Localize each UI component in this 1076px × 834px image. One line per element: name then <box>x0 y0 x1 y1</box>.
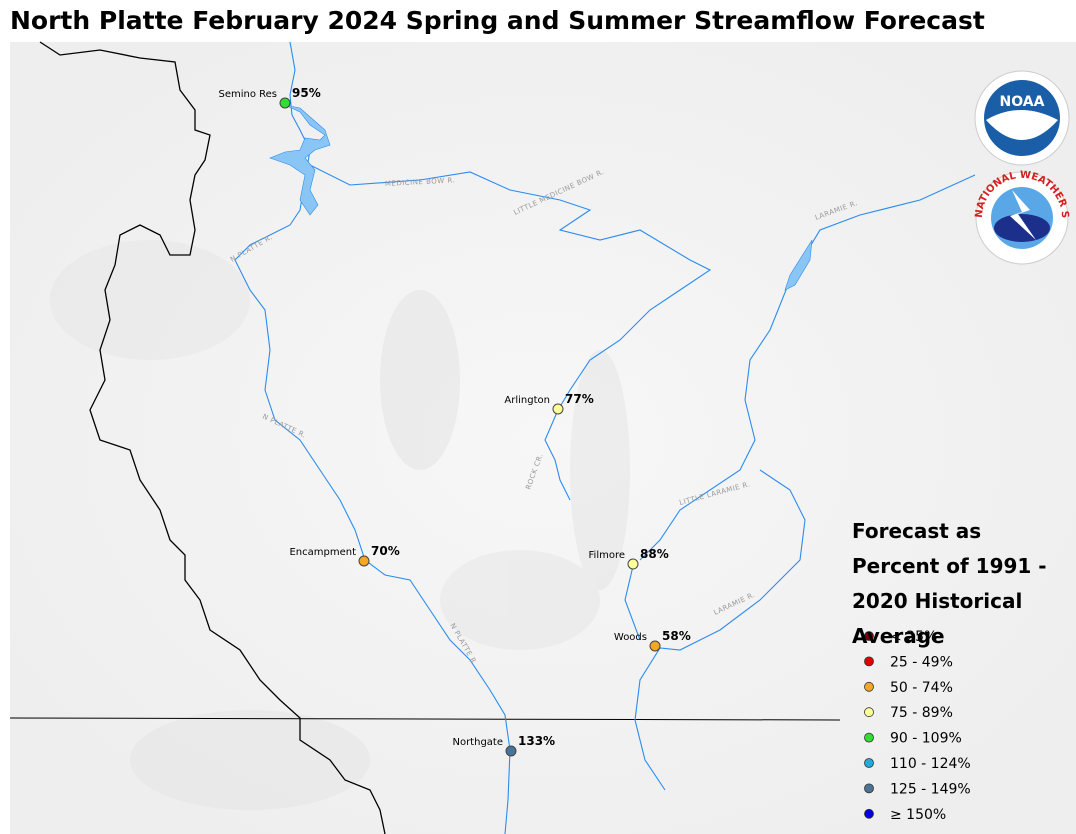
legend-label: 75 - 89% <box>890 705 953 721</box>
station-name: Semino Res <box>218 89 277 100</box>
station-forecast: 70% <box>371 544 400 558</box>
station-marker <box>552 403 564 415</box>
legend-label: 90 - 109% <box>890 731 962 747</box>
legend-label: ≥ 150% <box>890 807 946 823</box>
map-title: North Platte February 2024 Spring and Su… <box>10 6 985 35</box>
legend-label: 50 - 74% <box>890 680 953 696</box>
legend-label: 25 - 49% <box>890 654 953 670</box>
station-name: Woods <box>614 632 647 643</box>
hillshade <box>50 240 630 810</box>
station-marker <box>358 555 370 567</box>
station-marker <box>505 745 517 757</box>
boundaries <box>9 41 841 834</box>
station-marker <box>627 558 639 570</box>
legend-swatch <box>864 783 874 794</box>
station-forecast: 133% <box>518 734 555 748</box>
station-name: Arlington <box>504 395 550 406</box>
stations: Semino Res 95% Arlington 77% Encampment 70% Fi… <box>218 86 691 757</box>
river-label: MEDICINE BOW R. <box>385 176 456 188</box>
reservoirs <box>269 104 813 291</box>
legend-swatch <box>864 656 874 667</box>
station-name: Northgate <box>452 737 503 748</box>
legend-swatch <box>864 707 874 718</box>
legend-title: Forecast as Percent of 1991 - 2020 Histo… <box>852 519 1047 648</box>
station-marker <box>649 640 661 652</box>
legend-swatch <box>864 631 874 641</box>
legend-swatch <box>864 808 874 819</box>
station-forecast: 95% <box>292 86 321 100</box>
basemap <box>10 42 1076 834</box>
legend-swatch <box>864 758 874 768</box>
station-name: Filmore <box>589 550 625 561</box>
station-forecast: 88% <box>640 547 669 561</box>
station-forecast: 77% <box>565 392 594 406</box>
legend-swatch <box>864 681 874 692</box>
station-marker <box>279 97 291 109</box>
legend-swatch <box>864 732 874 743</box>
legend-label: 125 - 149% <box>890 781 971 797</box>
station-name: Encampment <box>289 547 356 558</box>
legend-label: 110 - 124% <box>890 756 971 772</box>
noaa-logo: NOAA <box>974 70 1070 166</box>
legend: < 25% 25 - 49% 50 - 74% 75 - 89% 90 - 109% 11… <box>864 629 971 823</box>
noaa-text: NOAA <box>1000 94 1045 110</box>
legend-label: < 25% <box>890 629 937 645</box>
station-forecast: 58% <box>662 629 691 643</box>
